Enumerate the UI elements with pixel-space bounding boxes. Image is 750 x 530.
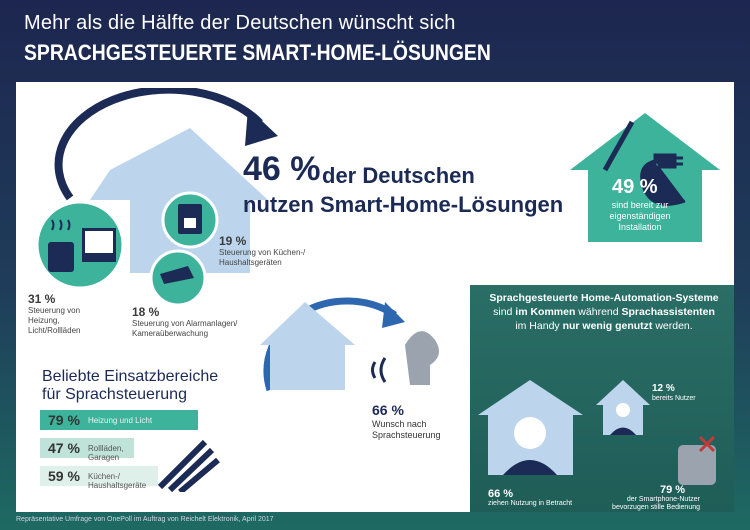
gp-title-line-b: sind im Kommen während Sprachassistenten (478, 305, 730, 319)
arrow-curve (54, 88, 263, 201)
bar-pct: 79 % (48, 412, 80, 428)
silent-pct: 79 % (660, 484, 686, 496)
gp-c3: werden. (652, 320, 693, 332)
wish-pct: 66 % (372, 402, 404, 418)
bar-label: Rollläden, Garagen (88, 444, 124, 462)
screwdriver-icon (602, 120, 635, 172)
speaking-head-icon (405, 331, 439, 385)
kitchen-label: Steuerung von Küchen-/ Haushaltsgeräten (219, 248, 306, 267)
signal-waves-icon (157, 439, 220, 492)
installation-house (570, 113, 720, 242)
bar-label: Küchen-/ Haushaltsgeräte (88, 472, 147, 490)
bar-pct: 47 % (48, 440, 80, 456)
users-pct: 12 % (652, 383, 675, 394)
heating-circle (35, 200, 125, 290)
person-body-icon (503, 460, 557, 475)
header-line-2: SPRACHGESTEUERTE SMART-HOME-LÖSUNGEN (24, 40, 491, 65)
footer-source: Repräsentative Umfrage von OnePoll im Au… (16, 516, 274, 523)
installation-pct: 49 % (612, 176, 658, 198)
alarm-pct: 18 % (132, 305, 160, 319)
gp-b4: Sprachassistenten (621, 306, 715, 318)
installation-label: sind bereit zur eigenständigen Installat… (609, 200, 671, 232)
arrow-head-icon (245, 108, 278, 146)
bar-item: 79 % Heizung und Licht (40, 410, 198, 430)
users-label: bereits Nutzer (652, 395, 696, 402)
camera-circle (149, 249, 207, 307)
bar-pct: 59 % (48, 468, 80, 484)
bars-title-2: für Sprachsteuerung (42, 386, 187, 403)
arrow-head-icon (382, 302, 405, 328)
gp-b3: während (575, 306, 622, 318)
gp-b1: sind (493, 306, 516, 318)
bars-title-1: Beliebte Einsatzbereiche (42, 368, 219, 385)
bar-label: Heizung und Licht (88, 416, 153, 425)
gp-c1: im Handy (515, 320, 563, 332)
heating-label: Steuerung von Heizung, Licht/Rollläden (28, 306, 81, 335)
heating-pct: 31 % (28, 292, 56, 306)
alarm-label: Steuerung von Alarmanlagen/ Kameraüberwa… (132, 319, 238, 338)
kitchen-pct: 19 % (219, 234, 247, 248)
smartphone-icon (678, 445, 716, 485)
green-panel-title: Sprachgesteuerte Home-Automation-Systeme… (478, 291, 730, 333)
bar-item: 47 % Rollläden, Garagen (40, 438, 134, 462)
big-text-2: nutzen Smart-Home-Lösungen (243, 192, 564, 217)
header: Mehr als die Hälfte der Deutschen wünsch… (0, 0, 750, 80)
green-panel-graphic (478, 380, 716, 485)
gp-b2: im Kommen (515, 306, 576, 318)
voice-house-graphic (260, 297, 439, 392)
bar-item: 59 % Küchen-/ Haushaltsgeräte (40, 466, 158, 490)
wish-label: Wunsch nach Sprachsteuerung (372, 419, 441, 440)
consider-pct: 66 % (488, 488, 514, 500)
mute-icon (698, 435, 716, 453)
kitchen-circle (161, 191, 219, 249)
gp-title-line-c: im Handy nur wenig genutzt werden. (478, 319, 730, 333)
big-number: 46 % (243, 150, 321, 188)
house-icon (260, 302, 355, 390)
consider-label: ziehen Nutzung in Betracht (488, 500, 573, 507)
gp-title-line-a: Sprachgesteuerte Home-Automation-Systeme (489, 292, 719, 304)
person-head-icon (514, 417, 546, 449)
gp-c2: nur wenig genutzt (562, 320, 653, 332)
header-line-1: Mehr als die Hälfte der Deutschen wünsch… (24, 12, 456, 34)
plug-icon (640, 153, 686, 206)
silent-label: der Smartphone-Nutzer bevorzugen stille … (612, 496, 700, 511)
sound-waves-icon (371, 357, 387, 383)
big-text-1: der Deutschen (322, 163, 475, 188)
